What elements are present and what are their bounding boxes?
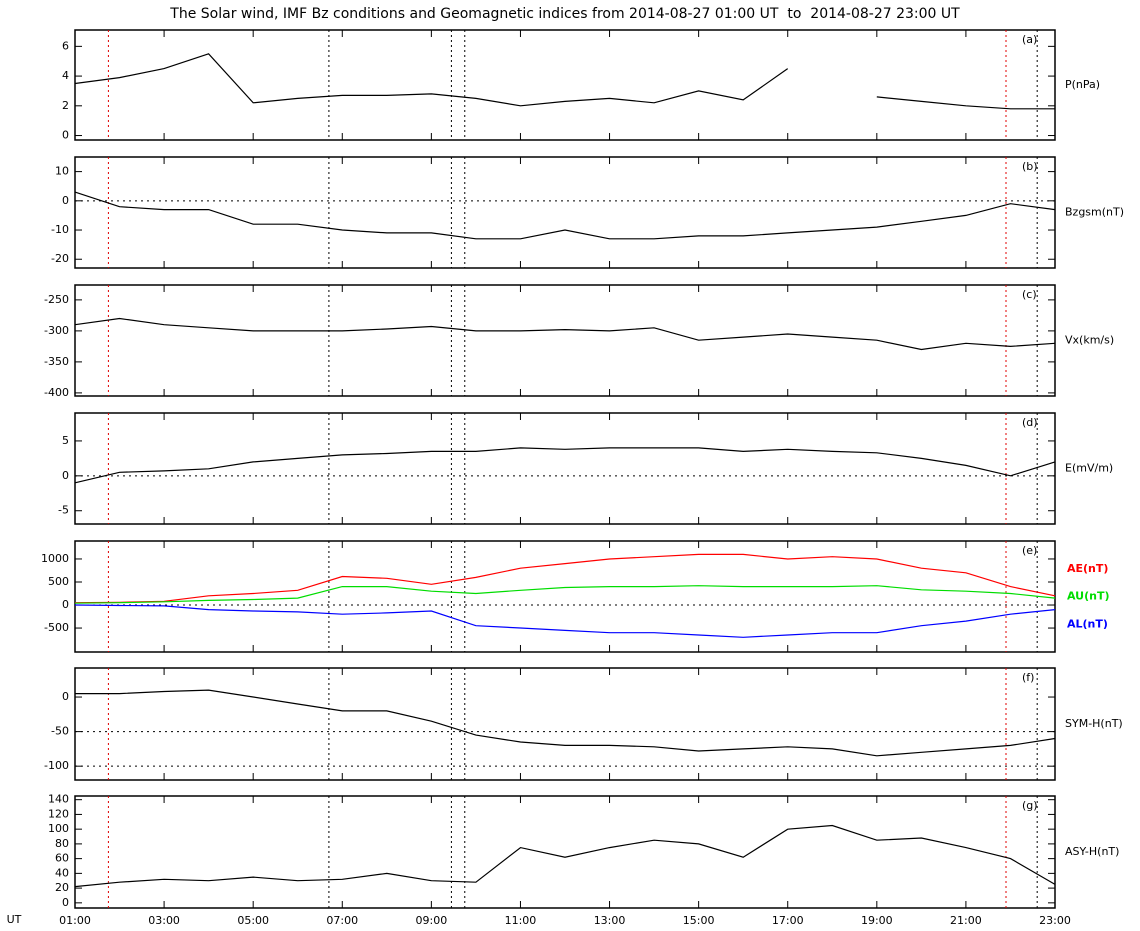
x-tick-label: 03:00 (148, 914, 180, 927)
y-tick-label: -350 (44, 355, 69, 368)
y-axis-label: P(nPa) (1065, 78, 1100, 91)
y-tick-label: 0 (62, 896, 69, 909)
y-tick-label: 5 (62, 434, 69, 447)
y-axis-label: Vx(km/s) (1065, 334, 1114, 347)
y-tick-label: 120 (48, 807, 69, 820)
data-line (74, 447, 1056, 484)
y-tick-label: -20 (51, 252, 69, 265)
y-tick-label: 0 (62, 469, 69, 482)
data-line (74, 553, 1056, 604)
legend-label: AE(nT) (1067, 562, 1108, 575)
y-tick-label: -5 (58, 504, 69, 517)
data-line (75, 689, 1056, 757)
y-axis-label: SYM-H(nT) (1065, 717, 1123, 730)
y-tick-label: 4 (62, 69, 69, 82)
y-tick-label: 6 (62, 39, 69, 52)
plot-frame (74, 795, 1056, 909)
panel-label: (g) (1022, 799, 1038, 812)
panel-label: (c) (1022, 288, 1037, 301)
y-tick-label: 0 (62, 690, 69, 703)
y-axis-label: ASY-H(nT) (1065, 845, 1119, 858)
x-tick-label: 23:00 (1039, 914, 1071, 927)
y-tick-label: 500 (48, 575, 69, 588)
plot-frame (74, 29, 1056, 141)
y-tick-label: 140 (48, 793, 69, 806)
plot-frame (74, 667, 1056, 781)
data-line (74, 824, 1056, 888)
y-tick-label: 100 (48, 822, 69, 835)
data-line (74, 317, 1056, 351)
x-tick-label: 21:00 (950, 914, 982, 927)
y-tick-label: 0 (62, 129, 69, 142)
y-tick-label: 0 (62, 598, 69, 611)
y-tick-label: -250 (44, 293, 69, 306)
y-tick-label: 60 (55, 852, 69, 865)
y-axis-label: Bzgsm(nT) (1065, 206, 1124, 219)
panel-label: (f) (1022, 671, 1034, 684)
y-tick-label: 0 (62, 194, 69, 207)
y-tick-label: 40 (55, 866, 69, 879)
panel-label: (b) (1022, 160, 1038, 173)
x-tick-label: 19:00 (861, 914, 893, 927)
legend-label: AU(nT) (1067, 590, 1110, 603)
y-axis-label: E(mV/m) (1065, 462, 1113, 475)
y-tick-label: 2 (62, 99, 69, 112)
y-tick-label: 20 (55, 881, 69, 894)
plot-frame (74, 540, 1056, 653)
plot-frame (74, 412, 1056, 525)
legend-label: AL(nT) (1067, 617, 1108, 630)
data-line (74, 53, 1055, 110)
panel-label: (a) (1022, 33, 1037, 46)
y-tick-label: -500 (44, 621, 69, 634)
x-axis-label: UT (7, 913, 22, 926)
data-line (74, 604, 1056, 638)
x-tick-label: 01:00 (59, 914, 91, 927)
y-tick-label: -50 (51, 725, 69, 738)
y-tick-label: 10 (55, 165, 69, 178)
x-tick-label: 15:00 (683, 914, 715, 927)
y-tick-label: -400 (44, 386, 69, 399)
y-tick-label: -10 (51, 223, 69, 236)
panel-label: (d) (1022, 416, 1038, 429)
figure-title: The Solar wind, IMF Bz conditions and Ge… (169, 6, 960, 22)
x-tick-label: 17:00 (772, 914, 804, 927)
x-tick-label: 11:00 (505, 914, 537, 927)
plot-frame (74, 284, 1056, 397)
x-tick-label: 05:00 (237, 914, 269, 927)
x-tick-label: 09:00 (416, 914, 448, 927)
y-tick-label: -300 (44, 324, 69, 337)
panel-label: (e) (1022, 544, 1037, 557)
x-tick-label: 07:00 (326, 914, 358, 927)
x-tick-label: 13:00 (594, 914, 626, 927)
data-line (74, 191, 1056, 240)
y-tick-label: 80 (55, 837, 69, 850)
plot-frame (74, 156, 1056, 269)
y-tick-label: -100 (44, 759, 69, 772)
y-tick-label: 1000 (41, 552, 69, 565)
data-line (74, 585, 1056, 604)
